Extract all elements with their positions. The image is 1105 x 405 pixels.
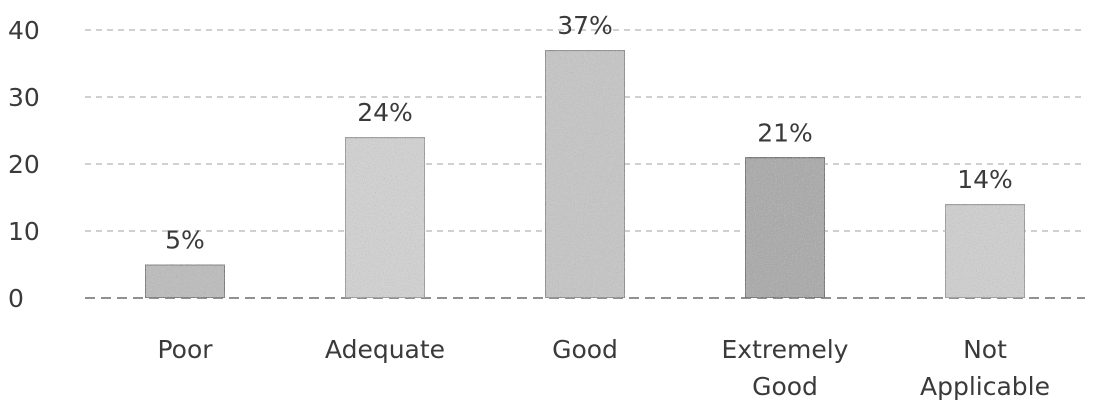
category-label-0-0: Poor: [157, 335, 213, 364]
y-tick-label-10: 10: [8, 217, 40, 246]
data-labels: 5% 24% 37% 21% 14%: [165, 11, 1013, 254]
data-label-0: 5%: [165, 226, 205, 255]
bars: [144, 49, 1026, 299]
category-label-4-0: Not: [963, 335, 1007, 364]
category-label-4-1: Applicable: [920, 372, 1050, 401]
data-label-4: 14%: [957, 165, 1013, 194]
data-label-1: 24%: [357, 98, 413, 127]
category-label-3-0: Extremely: [722, 335, 849, 364]
bar-0: [144, 263, 226, 299]
category-label-3-1: Good: [752, 372, 818, 401]
category-labels: Poor Adequate Good Extremely Good Not Applicab…: [157, 335, 1050, 401]
y-axis-tick-labels: 0 10 20 30 40: [8, 16, 40, 313]
y-tick-label-30: 30: [8, 83, 40, 112]
data-label-2: 37%: [557, 11, 613, 40]
bar-2: [544, 49, 626, 299]
category-label-1-0: Adequate: [325, 335, 445, 364]
bar-4: [944, 203, 1026, 299]
bar-3: [744, 156, 826, 299]
bar-1: [344, 136, 426, 299]
y-tick-label-0: 0: [8, 284, 24, 313]
category-label-2-0: Good: [552, 335, 618, 364]
data-label-3: 21%: [757, 118, 813, 147]
y-tick-label-20: 20: [8, 150, 40, 179]
y-tick-label-40: 40: [8, 16, 40, 45]
